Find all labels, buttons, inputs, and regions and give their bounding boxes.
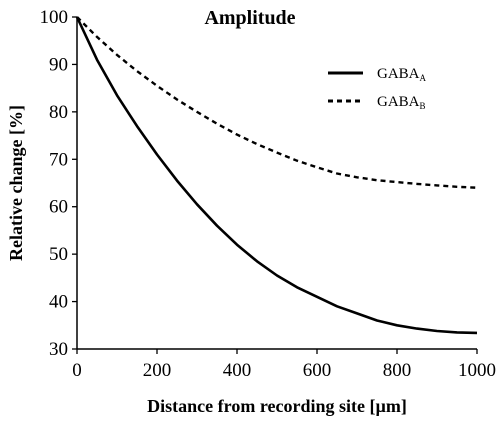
series-lines (75, 16, 478, 335)
y-axis-label: Relative change [%] (6, 105, 26, 261)
legend-item-gaba-b: GABAB (328, 94, 426, 111)
x-tick-label: 800 (383, 360, 412, 381)
x-tick-label: 1000 (458, 360, 496, 381)
y-tick-label: 50 (49, 244, 68, 265)
y-tick-label: 80 (49, 102, 68, 123)
legend: GABAA GABAB (328, 66, 427, 111)
y-tick-label: 30 (49, 339, 68, 360)
x-ticks: 0 200 400 600 800 1000 (72, 349, 496, 381)
y-tick-label: 90 (49, 54, 68, 75)
x-tick-label: 600 (303, 360, 332, 381)
legend-label-gaba-a: GABAA (377, 66, 427, 83)
legend-label-gaba-b: GABAB (377, 94, 426, 111)
legend-item-gaba-a: GABAA (328, 66, 427, 83)
y-tick-label: 40 (49, 292, 68, 313)
x-tick-label: 200 (143, 360, 172, 381)
x-tick-label: 400 (223, 360, 252, 381)
series-line-gabaa (75, 16, 478, 335)
series-line-gabab (76, 16, 478, 189)
chart-title: Amplitude (204, 7, 295, 29)
y-tick-label: 60 (49, 197, 68, 218)
y-ticks: 30 40 50 60 70 80 90 100 (40, 7, 77, 360)
y-tick-label: 100 (40, 7, 69, 28)
x-axis-label: Distance from recording site [µm] (147, 396, 407, 416)
plot-area: 30 40 50 60 70 80 90 100 0 200 400 600 800 1000 (40, 7, 497, 381)
x-tick-label: 0 (72, 360, 82, 381)
y-tick-label: 70 (49, 149, 68, 170)
